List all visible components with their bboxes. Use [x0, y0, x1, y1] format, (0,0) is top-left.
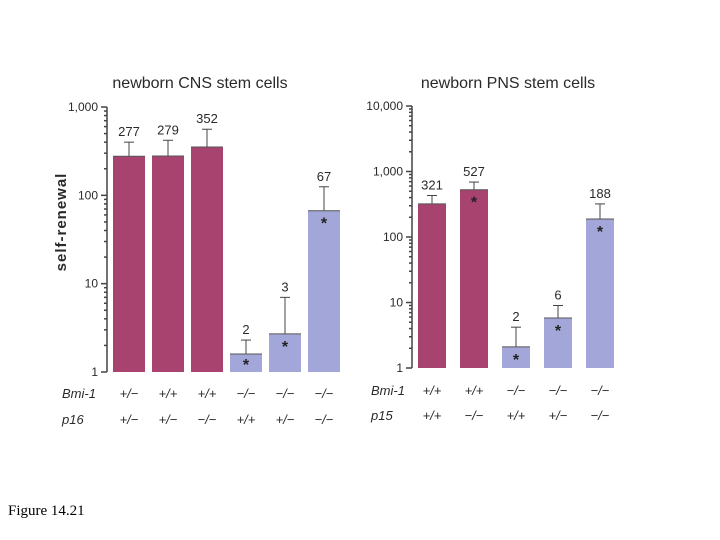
y-axis-label: self-renewal — [53, 173, 70, 272]
genotype-value: +/+ — [423, 408, 442, 423]
genotype-row-label: p16 — [61, 412, 84, 427]
figure-caption: Figure 14.21 — [8, 503, 85, 519]
y-tick-label: 100 — [78, 188, 98, 202]
genotype-value: +/− — [549, 408, 568, 423]
genotype-value: +/+ — [237, 412, 256, 427]
genotype-value: +/+ — [465, 383, 484, 398]
data-label: 2 — [512, 309, 519, 324]
genotype-value: −/− — [591, 408, 610, 423]
data-label: 321 — [421, 178, 443, 193]
y-tick-label: 1,000 — [68, 100, 98, 114]
genotype-value: −/− — [315, 386, 334, 401]
data-label: 3 — [281, 279, 288, 294]
chart-title: newborn CNS stem cells — [112, 75, 287, 92]
significance-star: * — [597, 224, 604, 241]
significance-star: * — [243, 357, 250, 374]
data-label: 67 — [317, 169, 331, 184]
genotype-value: +/+ — [198, 386, 217, 401]
bar — [460, 189, 488, 368]
cns-chart: newborn CNS stem cells 1 10 100 1,000 277 279 3… — [61, 75, 340, 427]
data-label: 277 — [118, 124, 140, 139]
significance-star: * — [513, 352, 520, 369]
bar — [191, 147, 223, 372]
data-label: 352 — [196, 111, 218, 126]
genotype-value: +/− — [276, 412, 295, 427]
genotype-row-label: Bmi-1 — [371, 383, 405, 398]
y-tick-label: 1 — [396, 361, 403, 375]
chart-title: newborn PNS stem cells — [421, 75, 595, 92]
y-tick-label: 10 — [85, 277, 99, 291]
genotype-value: +/− — [120, 412, 139, 427]
y-tick-label: 1,000 — [373, 165, 403, 179]
y-tick-label: 100 — [383, 230, 403, 244]
significance-star: * — [555, 323, 562, 340]
bar — [418, 203, 446, 368]
data-label: 6 — [554, 287, 561, 302]
data-label: 2 — [242, 322, 249, 337]
data-label: 188 — [589, 186, 611, 201]
bar — [544, 317, 572, 368]
bar — [269, 333, 301, 372]
bar — [152, 155, 184, 372]
genotype-value: −/− — [465, 408, 484, 423]
genotype-value: +/− — [159, 412, 178, 427]
genotype-row-label: Bmi-1 — [62, 386, 96, 401]
bar — [113, 156, 145, 372]
data-label: 527 — [463, 164, 485, 179]
genotype-value: −/− — [237, 386, 256, 401]
genotype-value: −/− — [315, 412, 334, 427]
genotype-value: −/− — [507, 383, 526, 398]
significance-star: * — [471, 195, 478, 212]
genotype-value: −/− — [276, 386, 295, 401]
genotype-value: +/+ — [159, 386, 178, 401]
significance-star: * — [282, 339, 289, 356]
genotype-value: −/− — [591, 383, 610, 398]
pns-chart: newborn PNS stem cells 1 10 100 1,000 10,000 3… — [366, 75, 614, 423]
genotype-value: +/− — [120, 386, 139, 401]
bar — [586, 219, 614, 368]
genotype-value: −/− — [549, 383, 568, 398]
y-tick-label: 10 — [390, 296, 404, 310]
bar — [230, 353, 262, 372]
genotype-row-label: p15 — [370, 408, 393, 423]
genotype-value: +/+ — [507, 408, 526, 423]
bar — [308, 210, 340, 372]
genotype-value: −/− — [198, 412, 217, 427]
significance-star: * — [321, 216, 328, 233]
genotype-value: +/+ — [423, 383, 442, 398]
y-tick-label: 1 — [91, 365, 98, 379]
y-tick-label: 10,000 — [366, 99, 403, 113]
data-label: 279 — [157, 122, 179, 137]
bar — [502, 346, 530, 368]
